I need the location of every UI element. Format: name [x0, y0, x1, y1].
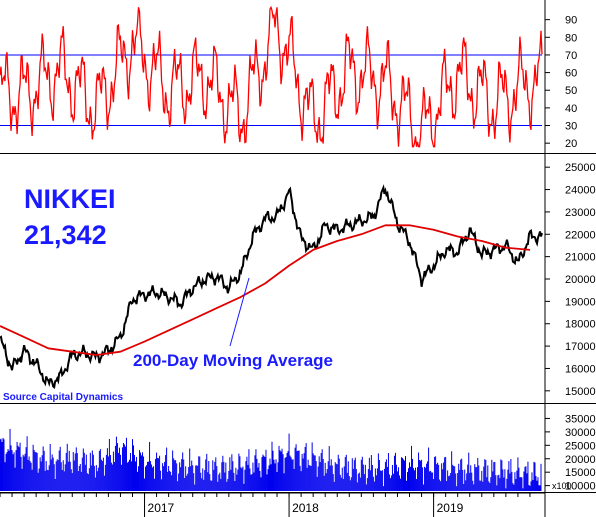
volume-y-tick-label: 10000 — [565, 481, 596, 493]
x-axis: 2017 2018 2019 — [0, 492, 545, 517]
osc-y-tick-label: 90 — [565, 15, 577, 27]
price-y-tick-label: 15000 — [565, 386, 596, 398]
price-y-tick-label: 24000 — [565, 185, 596, 197]
volume-y-tick-label: 15000 — [565, 467, 596, 479]
chart-subtitle: 21,342 — [24, 220, 107, 250]
oscillator-line — [0, 5, 543, 148]
x-year-label: 2018 — [292, 501, 319, 515]
price-y-tick-label: 18000 — [565, 319, 596, 331]
price-y-tick-label: 23000 — [565, 207, 596, 219]
volume-y-tick-label: 25000 — [565, 440, 596, 452]
x-year-label: 2017 — [148, 501, 175, 515]
osc-y-tick-label: 80 — [565, 32, 577, 44]
price-y-tick-label: 25000 — [565, 162, 596, 174]
x-year-label: 2019 — [437, 501, 464, 515]
volume-y-tick-label: 20000 — [565, 454, 596, 466]
volume-y-tick-label: 35000 — [565, 413, 596, 425]
volume-y-tick-label: 30000 — [565, 427, 596, 439]
osc-y-tick-label: 60 — [565, 68, 577, 80]
osc-y-tick-label: 70 — [565, 50, 577, 62]
ma-annotation-pointer — [229, 277, 250, 347]
volume-unit-label: x100 — [552, 481, 572, 491]
price-panel: 15000 16000 17000 18000 19000 20000 21000 22000… — [0, 162, 596, 398]
price-y-tick-label: 19000 — [565, 296, 596, 308]
price-y-tick-label: 22000 — [565, 229, 596, 241]
ma-annotation-label: 200-Day Moving Average — [133, 351, 333, 370]
nikkei-price-line — [0, 184, 543, 390]
osc-y-tick-label: 50 — [565, 85, 577, 97]
osc-y-tick-label: 20 — [565, 138, 577, 150]
osc-y-tick-label: 30 — [565, 121, 577, 133]
osc-y-tick-label: 40 — [565, 103, 577, 115]
price-y-tick-label: 21000 — [565, 252, 596, 264]
price-y-tick-label: 20000 — [565, 274, 596, 286]
source-label: Source Capital Dynamics — [3, 392, 123, 403]
price-y-tick-label: 16000 — [565, 363, 596, 375]
moving-average-line — [0, 224, 531, 356]
chart-title: NIKKEI — [24, 184, 116, 214]
oscillator-panel: 20 30 40 50 60 70 80 90 — [0, 5, 577, 150]
price-y-tick-label: 17000 — [565, 341, 596, 353]
